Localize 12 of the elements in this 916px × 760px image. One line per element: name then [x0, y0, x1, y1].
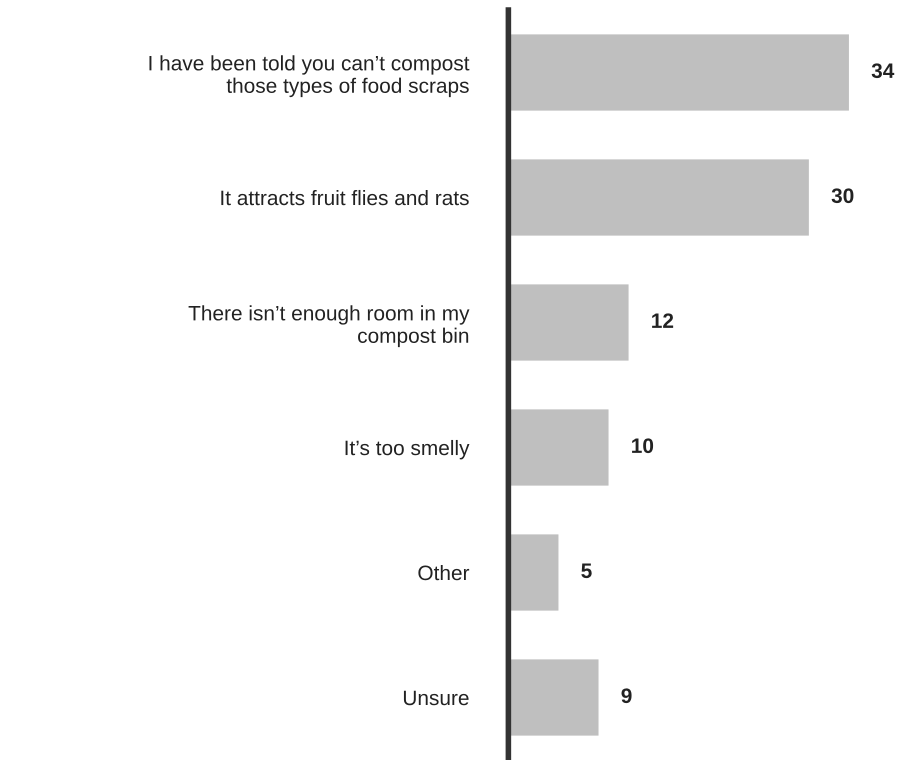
- data-label: 34: [872, 63, 894, 78]
- data-label: 9: [621, 688, 632, 704]
- data-label: 5: [581, 564, 592, 578]
- y-tick-label: Other: [418, 564, 470, 580]
- y-tick-label: Unsure: [404, 690, 469, 706]
- y-tick-label: It attracts fruit flies and rats: [221, 190, 469, 206]
- data-label: 30: [832, 188, 854, 204]
- y-tick-label: It’s too smelly: [346, 440, 470, 460]
- data-label: 10: [632, 438, 654, 454]
- data-label: 12: [652, 313, 674, 328]
- y-tick-label: There isn’t enough room in my compost bin: [188, 305, 470, 348]
- y-tick-label: I have been told you can’t compost those types of food scraps: [149, 55, 470, 98]
